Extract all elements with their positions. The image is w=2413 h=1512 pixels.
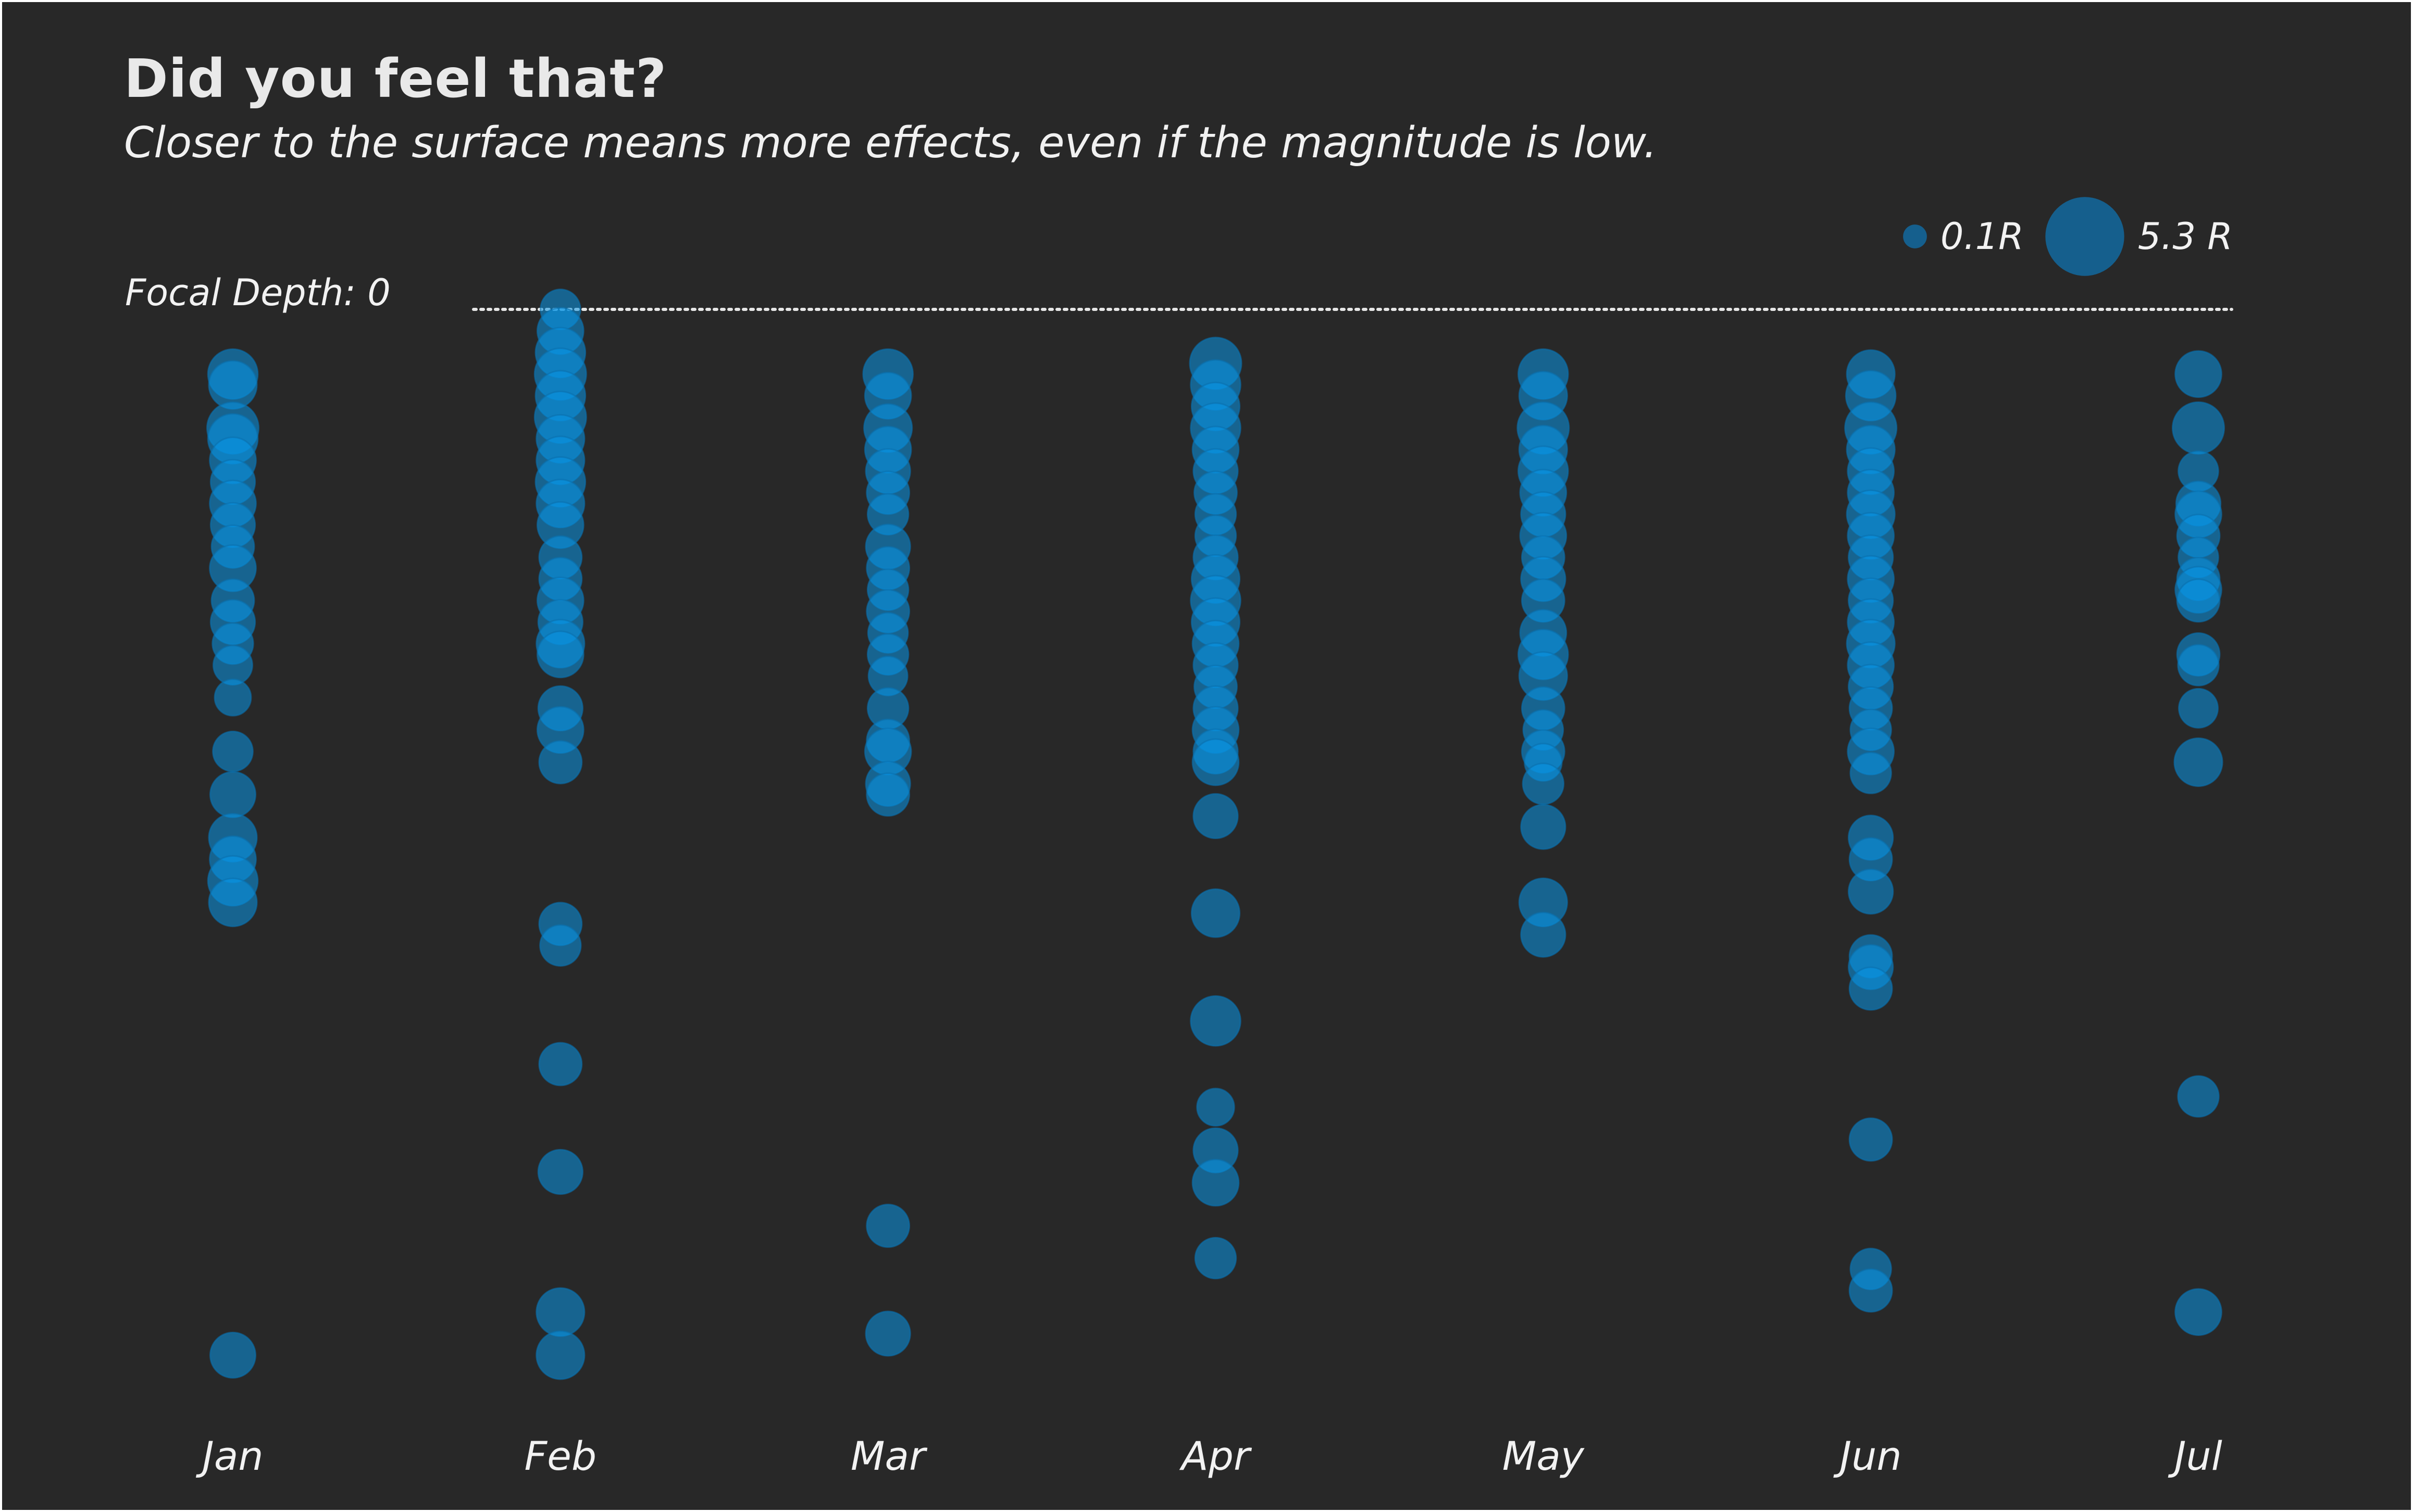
quake-bubble bbox=[1194, 1236, 1237, 1280]
quake-bubble bbox=[1848, 1117, 1893, 1162]
quake-bubble bbox=[536, 1330, 586, 1380]
quake-bubble bbox=[1192, 793, 1239, 840]
quake-bubble bbox=[1520, 804, 1566, 850]
month-label: Apr bbox=[1179, 1433, 1252, 1479]
quake-bubble bbox=[866, 1204, 911, 1248]
quake-bubble bbox=[1848, 868, 1894, 915]
quake-bubble bbox=[2174, 1288, 2222, 1336]
quake-bubble bbox=[208, 877, 258, 928]
month-label: May bbox=[1502, 1433, 1585, 1479]
quake-bubble bbox=[2177, 644, 2220, 686]
quake-bubble bbox=[1520, 911, 1566, 958]
quake-bubble bbox=[209, 771, 256, 818]
quake-bubble bbox=[209, 1331, 256, 1379]
chart-title: Did you feel that? bbox=[124, 48, 667, 110]
quake-bubble bbox=[538, 1042, 583, 1086]
focal-depth-label: Focal Depth: 0 bbox=[125, 271, 391, 314]
chart-subtitle: Closer to the surface means more effects… bbox=[124, 118, 1657, 168]
month-column-apr bbox=[1189, 336, 1242, 1280]
quake-bubble bbox=[1848, 1268, 1893, 1313]
quake-bubble bbox=[865, 1310, 911, 1357]
month-label: Jun bbox=[1833, 1433, 1902, 1479]
quake-bubble bbox=[1849, 752, 1892, 794]
quake-bubble bbox=[1522, 763, 1565, 805]
month-column-jan bbox=[206, 348, 260, 1379]
quake-bubble bbox=[214, 678, 252, 717]
quake-bubble bbox=[1190, 995, 1241, 1047]
legend-bubble bbox=[1903, 224, 1927, 248]
quake-bubble bbox=[538, 740, 583, 784]
quake-bubble bbox=[536, 630, 584, 679]
month-label: Feb bbox=[524, 1433, 596, 1479]
quake-bubble bbox=[2174, 350, 2222, 398]
quake-bubble bbox=[2178, 688, 2219, 729]
quake-bubble bbox=[866, 772, 911, 817]
quake-bubble bbox=[2176, 578, 2221, 623]
quake-bubble bbox=[2173, 737, 2223, 787]
month-label: Jan bbox=[195, 1433, 263, 1479]
quake-bubble bbox=[1191, 738, 1240, 786]
month-column-may bbox=[1516, 348, 1570, 958]
quake-bubble bbox=[1191, 1158, 1240, 1207]
legend: 0.1R 5.3 R bbox=[1903, 197, 2233, 276]
month-label: Jul bbox=[2168, 1433, 2222, 1479]
month-column-feb bbox=[533, 289, 587, 1380]
month-column-mar bbox=[862, 348, 914, 1357]
quake-bubble bbox=[536, 1287, 586, 1337]
legend-label: 5.3 R bbox=[2138, 215, 2233, 258]
quake-bubble bbox=[539, 924, 582, 967]
quake-bubble bbox=[1196, 1088, 1235, 1127]
month-column-jun bbox=[1844, 349, 1898, 1313]
legend-label: 0.1R bbox=[1941, 215, 2024, 258]
quake-bubble bbox=[2171, 401, 2225, 455]
quake-bubble bbox=[1848, 966, 1893, 1011]
quake-bubble bbox=[212, 730, 254, 772]
month-label: Mar bbox=[851, 1433, 928, 1479]
legend-bubble bbox=[2045, 197, 2124, 276]
quake-bubble bbox=[2177, 1075, 2220, 1118]
quake-bubble bbox=[1190, 888, 1241, 938]
quake-bubble bbox=[537, 1148, 583, 1195]
month-column-jul bbox=[2171, 350, 2225, 1336]
